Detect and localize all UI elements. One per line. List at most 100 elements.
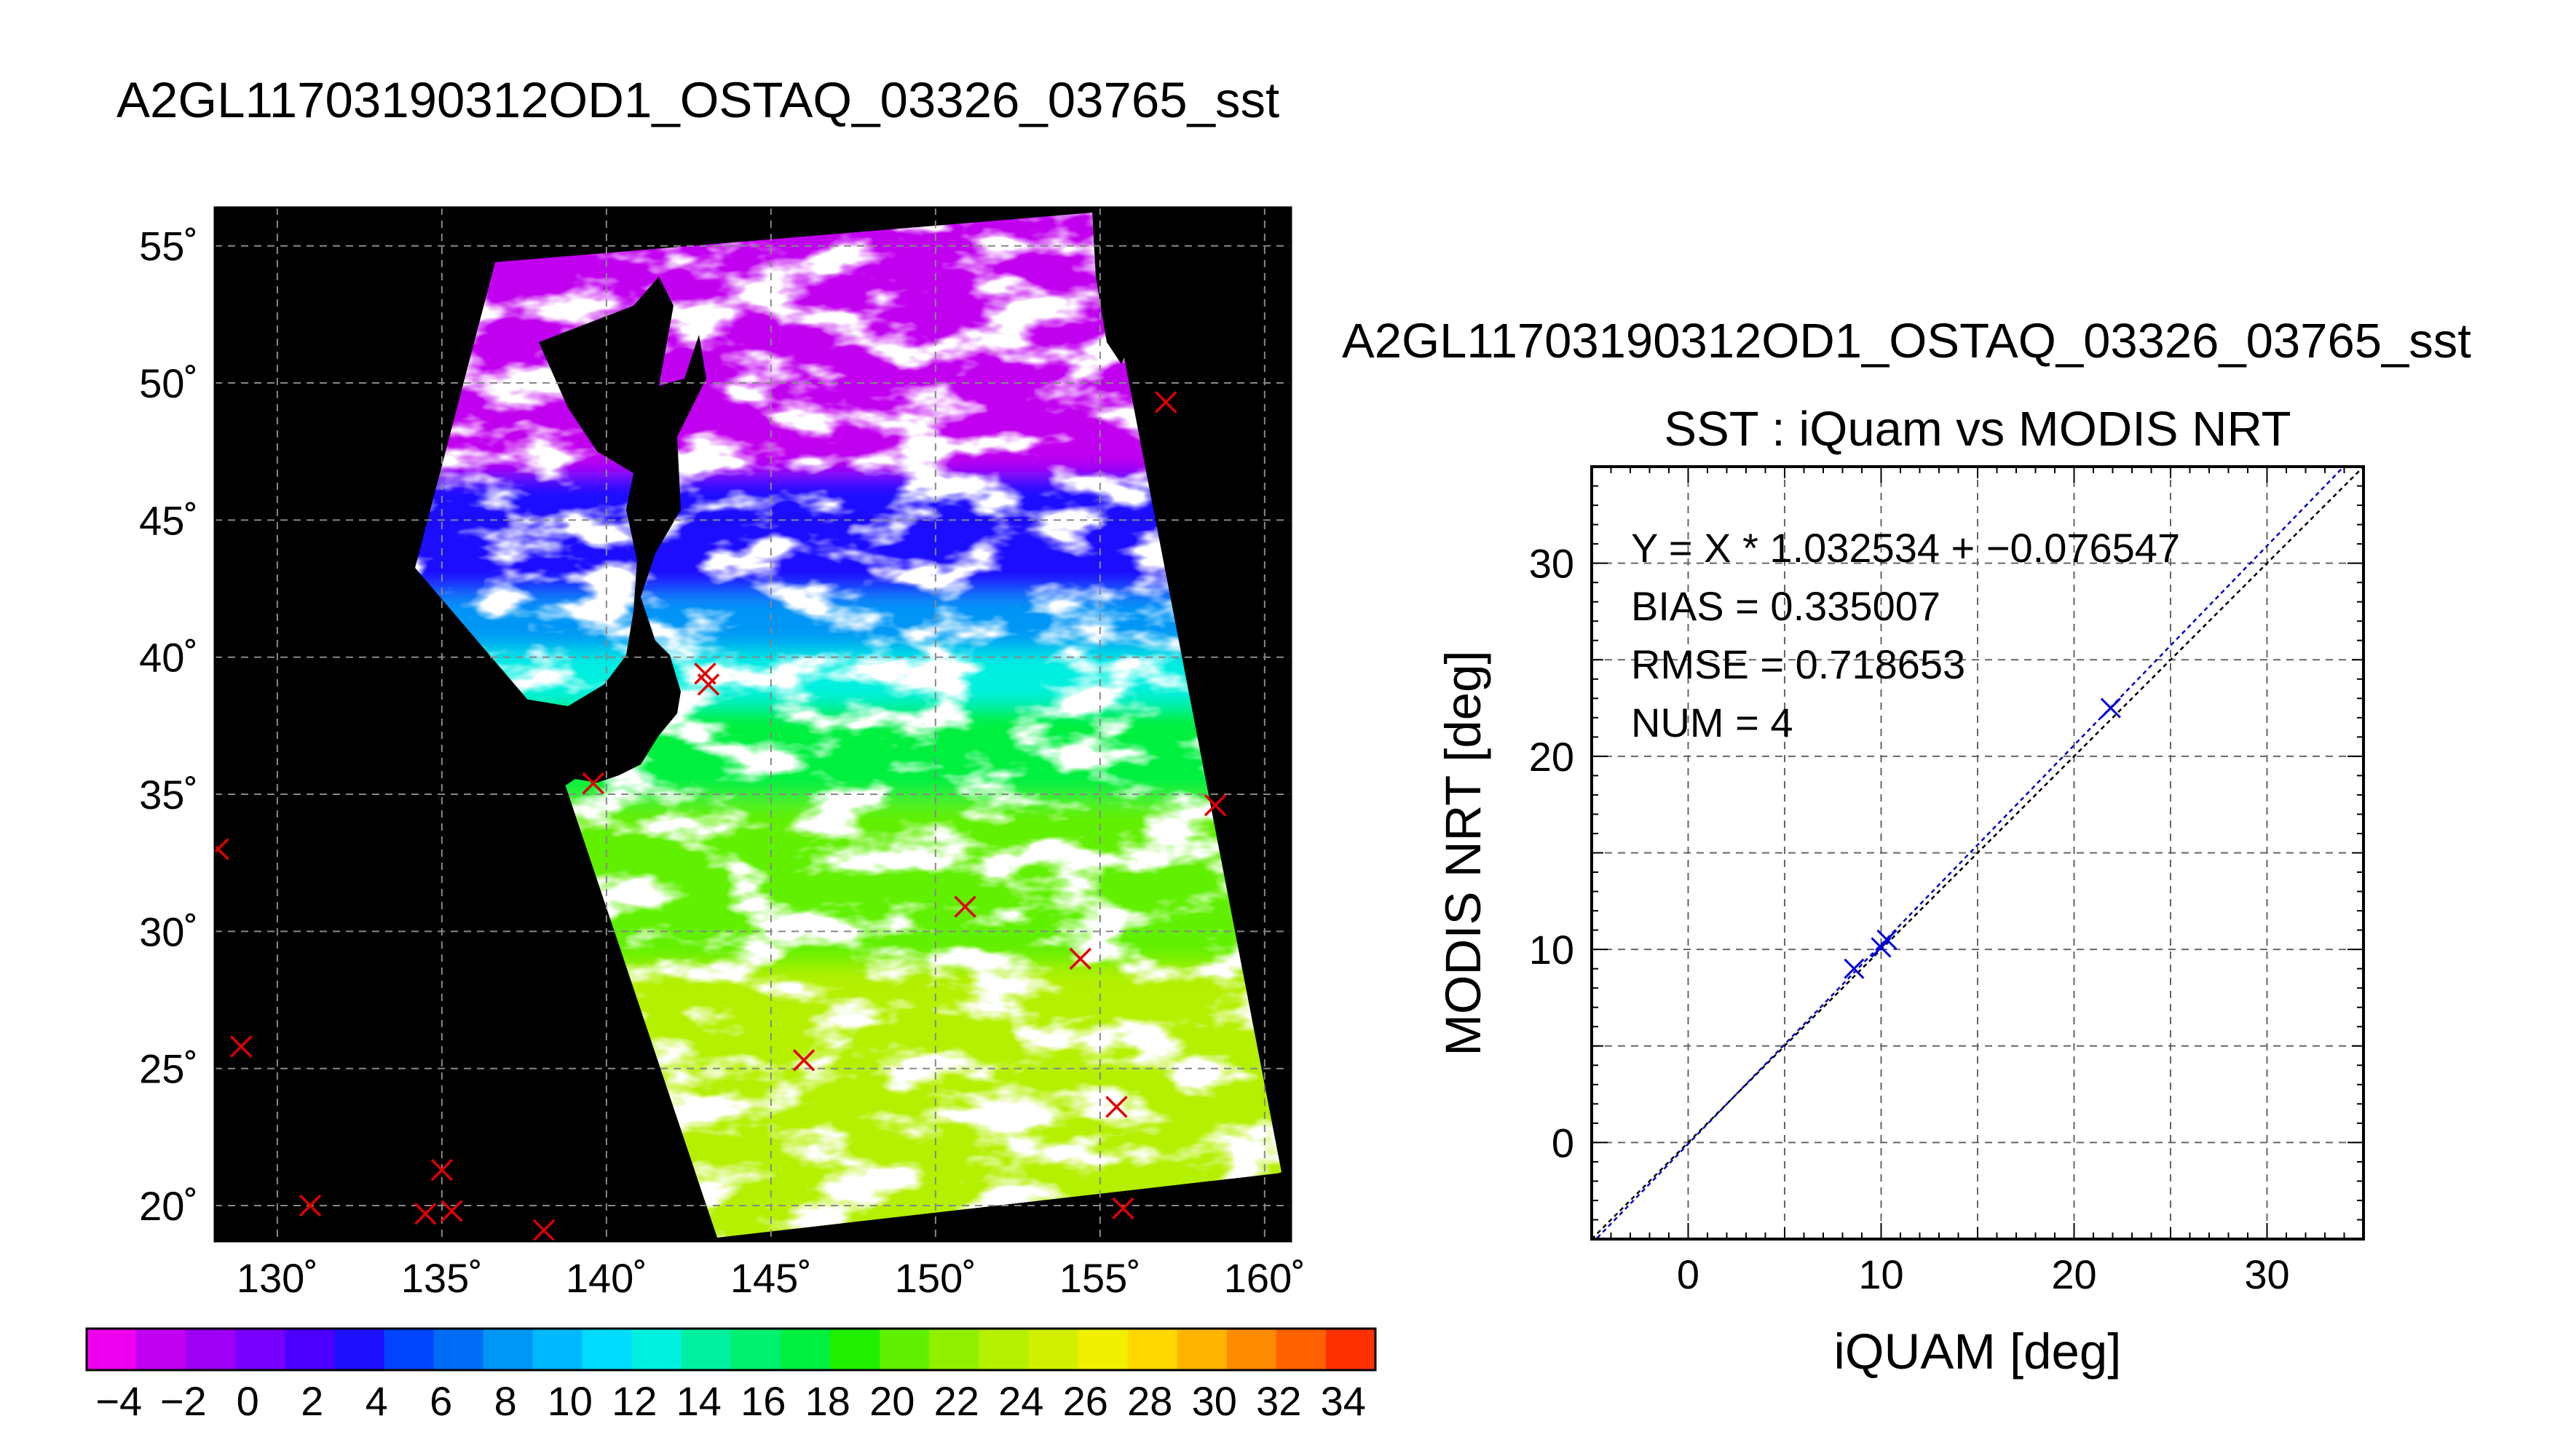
colorbar-cell [186,1329,236,1370]
insitu-marker [1105,1096,1128,1118]
colorbar-cell [87,1329,137,1370]
latitude-tick-label: 50˚ [139,360,198,406]
colorbar-tick-label: 18 [805,1378,850,1424]
latitude-tick-label: 25˚ [139,1046,198,1092]
colorbar-cell [681,1329,732,1370]
scatter-plot: SST : iQuam vs MODIS NRT Y = X * 1.03253… [1435,402,2365,1380]
colorbar-cell [433,1329,484,1370]
stat-bias: BIAS = 0.335007 [1631,583,1940,629]
longitude-tick-label: 130˚ [237,1255,318,1301]
colorbar-tick-label: 28 [1127,1378,1172,1424]
insitu-marker [229,1035,253,1058]
colorbar-tick-label: 12 [612,1378,657,1424]
colorbar-tick-label: 34 [1321,1378,1366,1424]
insitu-marker [792,1049,816,1072]
latitude-tick-label: 20˚ [139,1183,198,1229]
colorbar-cell [1177,1329,1228,1370]
colorbar-tick-labels: −4 −2 0 2 4 6 8 10 12 14 16 18 20 22 24 26 28 30 32 34 [95,1378,1366,1424]
y-tick-label: 20 [1529,734,1574,780]
scatter-frame [1590,465,2365,1241]
colorbar-cell [1226,1329,1277,1370]
colorbar-cell [285,1329,335,1370]
stat-num: NUM = 4 [1631,700,1793,745]
stat-rmse: RMSE = 0.718653 [1631,641,1965,687]
insitu-marker [1112,1197,1134,1220]
colorbar: −4 −2 0 2 4 6 8 10 12 14 16 18 20 22 24 26 28 30 32 34 [85,1327,1377,1424]
latitude-tick-labels: 55˚ 50˚ 45˚ 40˚ 35˚ 30˚ 25˚ 20˚ [139,223,198,1229]
colorbar-tick-label: 8 [494,1378,517,1424]
colorbar-cell [235,1329,285,1370]
colorbar-tick-label: −2 [160,1378,207,1424]
scatter-point [1876,929,1898,950]
latitude-tick-label: 35˚ [139,772,198,818]
x-axis-label: iQUAM [deg] [1834,1324,2122,1380]
colorbar-cell [483,1329,534,1370]
colorbar-cell [384,1329,435,1370]
colorbar-cell [136,1329,186,1370]
colorbar-cell [830,1329,880,1370]
y-tick-labels: 0 10 20 30 [1529,541,1574,1166]
colorbar-cells [87,1329,1376,1370]
insitu-marker [430,1158,454,1182]
stat-regression: Y = X * 1.032534 + −0.076547 [1631,525,2180,571]
colorbar-cell [582,1329,633,1370]
colorbar-cell [781,1329,831,1370]
insitu-marker [954,895,976,918]
page-title: A2GL11703190312OD1_OSTAQ_03326_03765_sst [117,72,1280,128]
colorbar-cell [1127,1329,1178,1370]
colorbar-tick-label: 6 [430,1378,452,1424]
colorbar-frame [85,1327,1377,1372]
colorbar-cell [929,1329,979,1370]
longitude-tick-label: 135˚ [401,1255,483,1301]
y-tick-label: 0 [1552,1120,1574,1166]
insitu-marker [215,838,229,860]
swath-exterior [215,207,1291,1241]
colorbar-tick-label: 22 [934,1378,979,1424]
colorbar-tick-label: 0 [237,1378,259,1424]
one-to-one-line [1592,467,2364,1239]
insitu-marker [414,1203,437,1225]
colorbar-tick-label: 20 [869,1378,915,1424]
map-graticule [215,207,1291,1241]
scatter-file-label: A2GL11703190312OD1_OSTAQ_03326_03765_sst [1342,314,2471,368]
insitu-marker [1069,947,1091,970]
y-tick-label: 30 [1529,541,1574,587]
colorbar-cell [1078,1329,1129,1370]
insitu-marker [441,1200,463,1222]
colorbar-cell [334,1329,384,1370]
insitu-markers [215,391,1227,1241]
x-tick-labels: 0 10 20 30 [1677,1251,2290,1297]
sst-map: 55˚ 50˚ 45˚ 40˚ 35˚ 30˚ 25˚ 20˚ 130˚ 135˚ 140˚ 145… [139,206,1306,1301]
insitu-marker [1204,794,1227,817]
colorbar-cell [631,1329,682,1370]
insitu-marker [697,673,720,696]
scatter-point [2100,697,2121,719]
colorbar-cell [1325,1329,1376,1370]
y-tick-label: 10 [1529,927,1574,973]
colorbar-cell [880,1329,930,1370]
latitude-tick-label: 30˚ [139,909,198,954]
latitude-tick-label: 40˚ [139,635,198,681]
latitude-tick-label: 45˚ [139,497,198,543]
longitude-tick-label: 140˚ [566,1255,647,1301]
longitude-tick-labels: 130˚ 135˚ 140˚ 145˚ 150˚ 155˚ 160˚ [237,1255,1306,1301]
colorbar-cell [532,1329,583,1370]
land-mask [502,207,1147,794]
scatter-point [1844,958,1865,979]
x-tick-label: 0 [1677,1251,1699,1297]
colorbar-tick-label: 24 [998,1378,1043,1424]
colorbar-tick-label: 32 [1256,1378,1301,1424]
insitu-marker [1155,391,1177,414]
colorbar-tick-label: 16 [741,1378,786,1424]
longitude-tick-label: 145˚ [730,1255,812,1301]
longitude-tick-label: 160˚ [1224,1255,1306,1301]
regression-line [1595,467,2345,1239]
stats-box: Y = X * 1.032534 + −0.076547 BIAS = 0.33… [1631,525,2180,745]
longitude-tick-label: 150˚ [895,1255,976,1301]
latitude-tick-label: 55˚ [139,223,198,269]
map-frame [213,206,1292,1243]
colorbar-tick-label: 2 [301,1378,323,1424]
scatter-title: SST : iQuam vs MODIS NRT [1664,402,2291,456]
colorbar-tick-label: 26 [1063,1378,1108,1424]
